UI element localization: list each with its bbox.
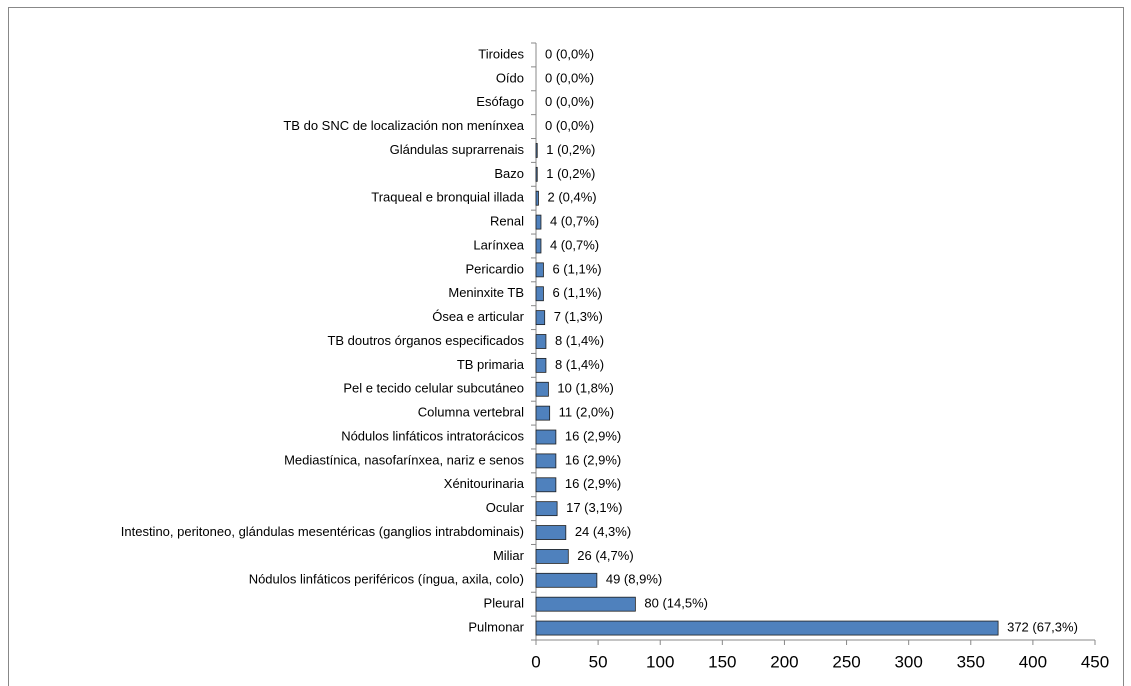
bar [535, 381, 549, 397]
value-label: 80 (14,5%) [644, 596, 708, 611]
category-label: Pericardio [465, 261, 524, 276]
value-label: 0 (0,0%) [545, 46, 594, 61]
bar [535, 190, 539, 206]
bar [535, 549, 569, 564]
x-tick-label: 150 [708, 652, 736, 671]
x-tick-label: 50 [589, 652, 608, 671]
value-label: 16 (2,9%) [565, 452, 621, 467]
category-label: TB doutros órganos especificados [327, 333, 524, 348]
category-label: Pel e tecido celular subcutáneo [343, 381, 524, 396]
category-label: Oído [496, 70, 524, 85]
value-label: 0 (0,0%) [545, 94, 594, 109]
category-label: TB do SNC de localización non menínxea [283, 118, 524, 133]
value-label: 1 (0,2%) [546, 142, 595, 157]
category-label: Ocular [486, 500, 525, 515]
category-label: Esófago [476, 94, 524, 109]
category-label: Renal [490, 214, 524, 229]
x-tick-label: 450 [1081, 652, 1109, 671]
value-label: 4 (0,7%) [550, 237, 599, 252]
bar [535, 238, 542, 254]
x-tick-label: 250 [832, 652, 860, 671]
value-label: 16 (2,9%) [565, 476, 621, 491]
value-label: 7 (1,3%) [554, 309, 603, 324]
category-label: Traqueal e bronquial illada [371, 190, 525, 205]
bar [535, 477, 557, 493]
x-tick-label: 100 [646, 652, 674, 671]
category-label: Nódulos linfáticos periféricos (íngua, a… [249, 572, 524, 587]
value-label: 10 (1,8%) [557, 381, 613, 396]
category-label: Tiroides [478, 46, 524, 61]
category-label: Mediastínica, nasofarínxea, nariz e seno… [284, 452, 524, 467]
bar [535, 166, 538, 182]
category-label: TB primaria [457, 357, 525, 372]
value-label: 0 (0,0%) [545, 118, 594, 133]
category-label: Pulmonar [468, 619, 524, 634]
bar [535, 525, 567, 540]
bar [535, 286, 544, 302]
value-label: 6 (1,1%) [552, 285, 601, 300]
bar [535, 214, 542, 230]
bar [535, 572, 598, 588]
category-label: Bazo [494, 166, 524, 181]
bar [535, 334, 547, 349]
bar [535, 620, 999, 636]
value-label: 16 (2,9%) [565, 428, 621, 443]
bar [535, 310, 546, 326]
value-label: 26 (4,7%) [577, 548, 633, 563]
value-label: 1 (0,2%) [546, 166, 595, 181]
x-tick-label: 200 [770, 652, 798, 671]
x-tick-label: 0 [531, 652, 540, 671]
category-label: Larínxea [473, 237, 524, 252]
category-label: Ósea e articular [432, 309, 524, 324]
category-label: Intestino, peritoneo, glándulas mesentér… [121, 524, 524, 539]
bar [535, 429, 557, 445]
value-label: 6 (1,1%) [552, 261, 601, 276]
value-label: 17 (3,1%) [566, 500, 622, 515]
category-label: Pleural [484, 596, 525, 611]
category-label: Nódulos linfáticos intratorácicos [341, 428, 524, 443]
category-label: Xénitourinaria [444, 476, 525, 491]
category-label: Columna vertebral [418, 405, 524, 420]
category-label: Glándulas suprarrenais [390, 142, 525, 157]
bar [535, 501, 558, 517]
value-label: 4 (0,7%) [550, 214, 599, 229]
value-label: 0 (0,0%) [545, 70, 594, 85]
value-label: 8 (1,4%) [555, 333, 604, 348]
x-tick-label: 300 [894, 652, 922, 671]
x-tick-label: 400 [1019, 652, 1047, 671]
value-label: 372 (67,3%) [1007, 619, 1078, 634]
bar [535, 357, 547, 373]
bar [535, 453, 557, 469]
bar [535, 143, 538, 158]
value-label: 2 (0,4%) [547, 190, 596, 205]
category-label: Meninxite TB [448, 285, 524, 300]
bar [535, 405, 551, 421]
bar [535, 262, 544, 278]
value-label: 49 (8,9%) [606, 572, 662, 587]
value-label: 11 (2,0%) [559, 405, 614, 420]
value-label: 8 (1,4%) [555, 357, 604, 372]
category-label: Miliar [493, 548, 525, 563]
bar [535, 596, 636, 612]
value-label: 24 (4,3%) [575, 524, 631, 539]
x-tick-label: 350 [957, 652, 985, 671]
